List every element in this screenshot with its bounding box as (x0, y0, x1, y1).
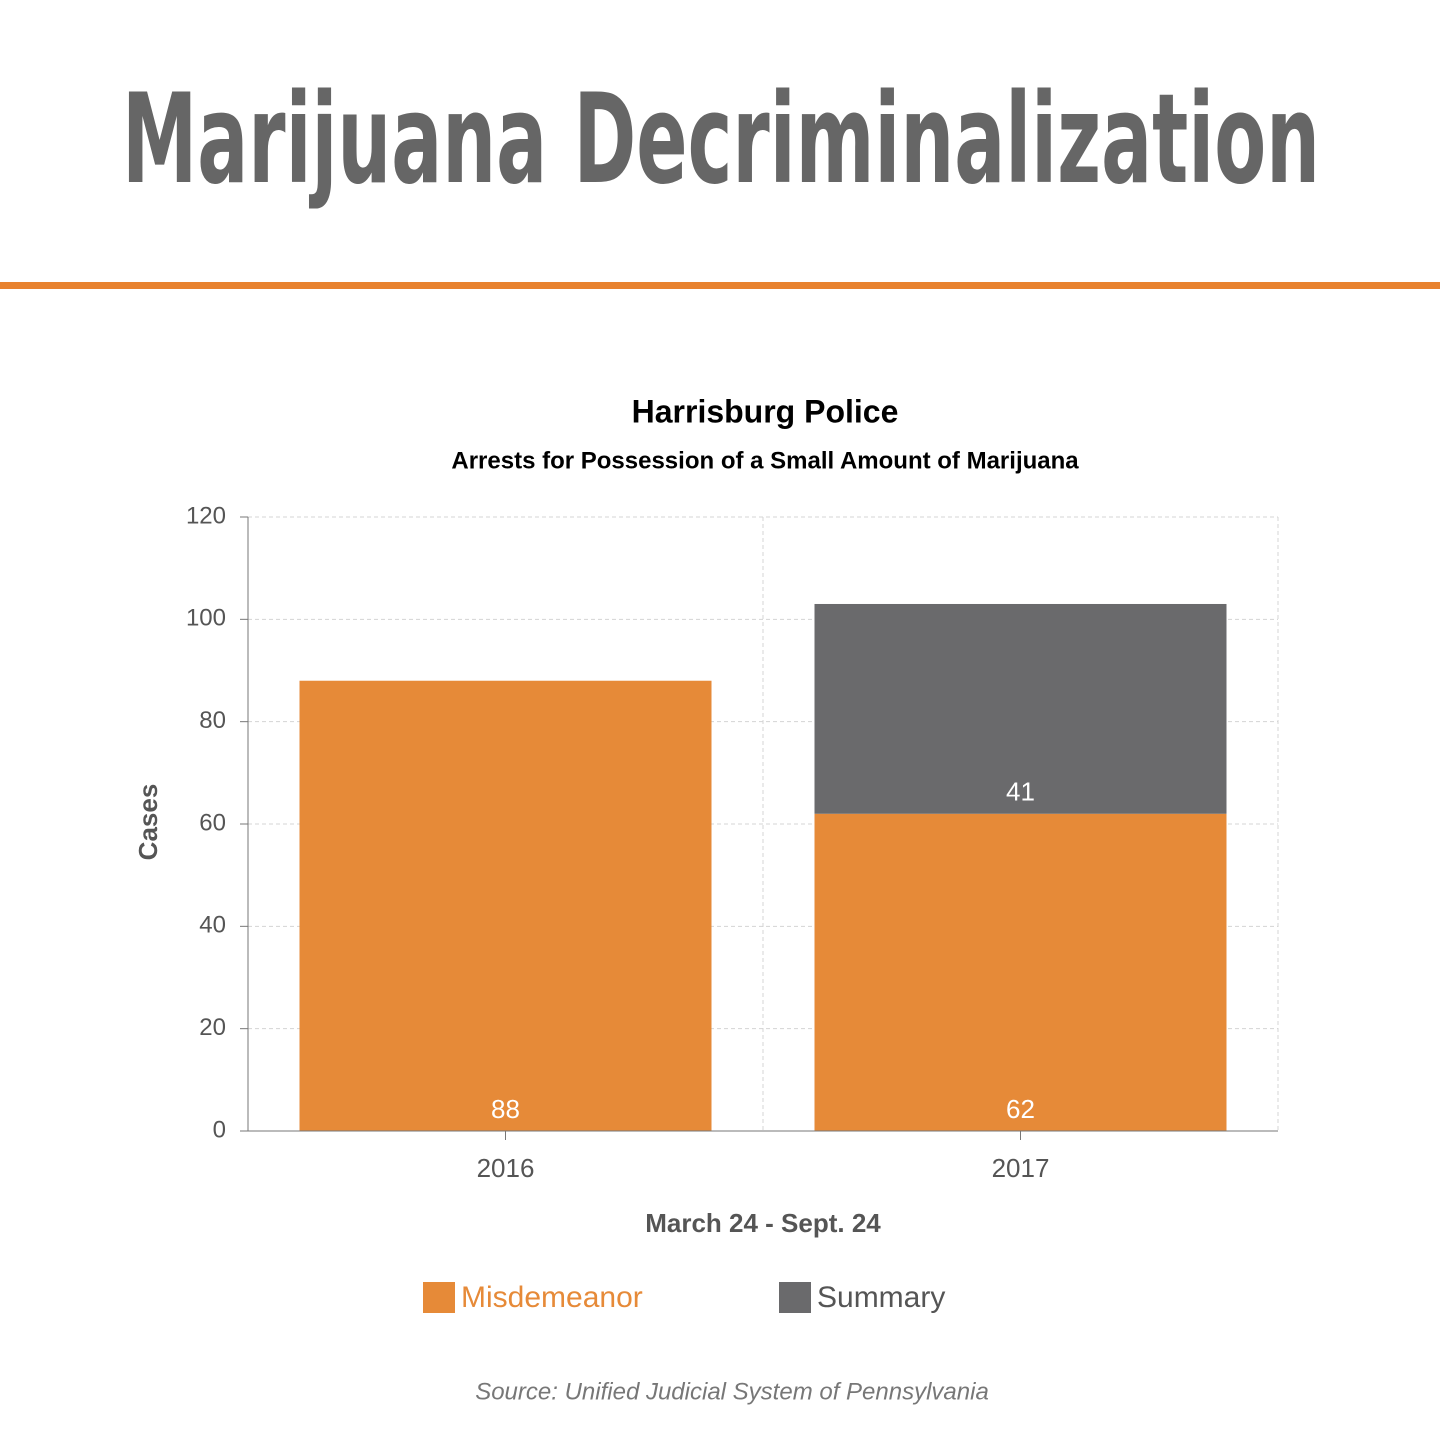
legend-label: Misdemeanor (461, 1281, 643, 1314)
y-axis-label: Cases (133, 784, 163, 861)
y-tick-label: 40 (199, 912, 226, 939)
y-tick-label: 100 (186, 605, 226, 632)
chart-title: Harrisburg Police (632, 393, 899, 429)
y-tick-label: 0 (213, 1116, 226, 1143)
x-axis-label: March 24 - Sept. 24 (645, 1208, 881, 1238)
y-tick-label: 20 (199, 1014, 226, 1041)
bar-segment (299, 680, 712, 1131)
y-tick-label: 60 (199, 809, 226, 836)
y-tick-label: 120 (186, 502, 226, 529)
legend-swatch (423, 1282, 455, 1313)
x-tick-label: 2017 (992, 1153, 1050, 1183)
y-tick-label: 80 (199, 707, 226, 734)
banner-title: Marijuana Decriminalization (122, 68, 1320, 212)
chart-subtitle: Arrests for Possession of a Small Amount… (451, 447, 1079, 474)
x-tick-label: 2016 (477, 1153, 535, 1183)
bar-segment (814, 603, 1227, 814)
bar-segment (814, 813, 1227, 1131)
data-label: 88 (491, 1094, 520, 1124)
data-label: 41 (1006, 777, 1035, 807)
legend-label: Summary (817, 1281, 945, 1314)
divider (0, 282, 1440, 289)
legend-swatch (779, 1282, 811, 1313)
source: Source: Unified Judicial System of Penns… (475, 1378, 989, 1405)
data-label: 62 (1006, 1094, 1035, 1124)
